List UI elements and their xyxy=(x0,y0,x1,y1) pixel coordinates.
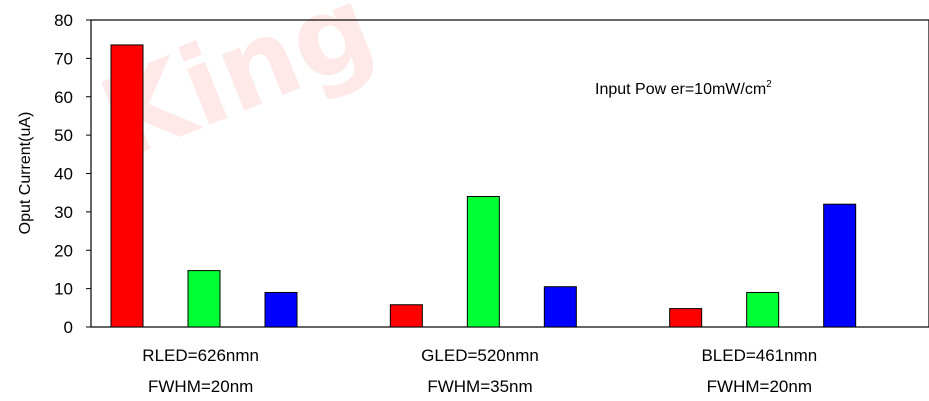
bar xyxy=(670,309,702,327)
power-annotation-text: Input Pow er=10mW/cm xyxy=(595,81,766,98)
category-label-line2: FWHM=20nm xyxy=(148,377,253,396)
category-label-line2: FWHM=35nm xyxy=(427,377,532,396)
bar xyxy=(111,45,143,327)
y-axis-title: Oput Current(uA) xyxy=(17,112,34,235)
category-label-line1: RLED=626nmn xyxy=(142,346,259,365)
bar xyxy=(747,292,779,327)
y-tick-label: 30 xyxy=(54,203,73,222)
y-tick-label: 80 xyxy=(54,11,73,30)
y-tick-label: 10 xyxy=(54,280,73,299)
bar xyxy=(824,204,856,327)
y-tick-label: 70 xyxy=(54,49,73,68)
bar xyxy=(188,271,220,327)
category-label-line2: FWHM=20nm xyxy=(707,377,812,396)
category-label-line1: GLED=520nmn xyxy=(421,346,539,365)
category-label-line1: BLED=461nmn xyxy=(701,346,817,365)
y-tick-label: 50 xyxy=(54,126,73,145)
power-annotation-superscript: 2 xyxy=(766,79,772,90)
bar xyxy=(544,287,576,327)
power-annotation: Input Pow er=10mW/cm2 xyxy=(595,79,772,98)
bar xyxy=(390,305,422,327)
category-labels: RLED=626nmn FWHM=20nm GLED=520nmn FWHM=35nm… xyxy=(142,346,817,396)
y-axis-ticks: 0 10 20 30 40 50 60 70 80 xyxy=(54,11,91,337)
y-tick-label: 0 xyxy=(64,318,73,337)
bar xyxy=(467,197,499,327)
bar xyxy=(265,292,297,327)
y-tick-label: 20 xyxy=(54,241,73,260)
y-tick-label: 40 xyxy=(54,165,73,184)
y-tick-label: 60 xyxy=(54,88,73,107)
